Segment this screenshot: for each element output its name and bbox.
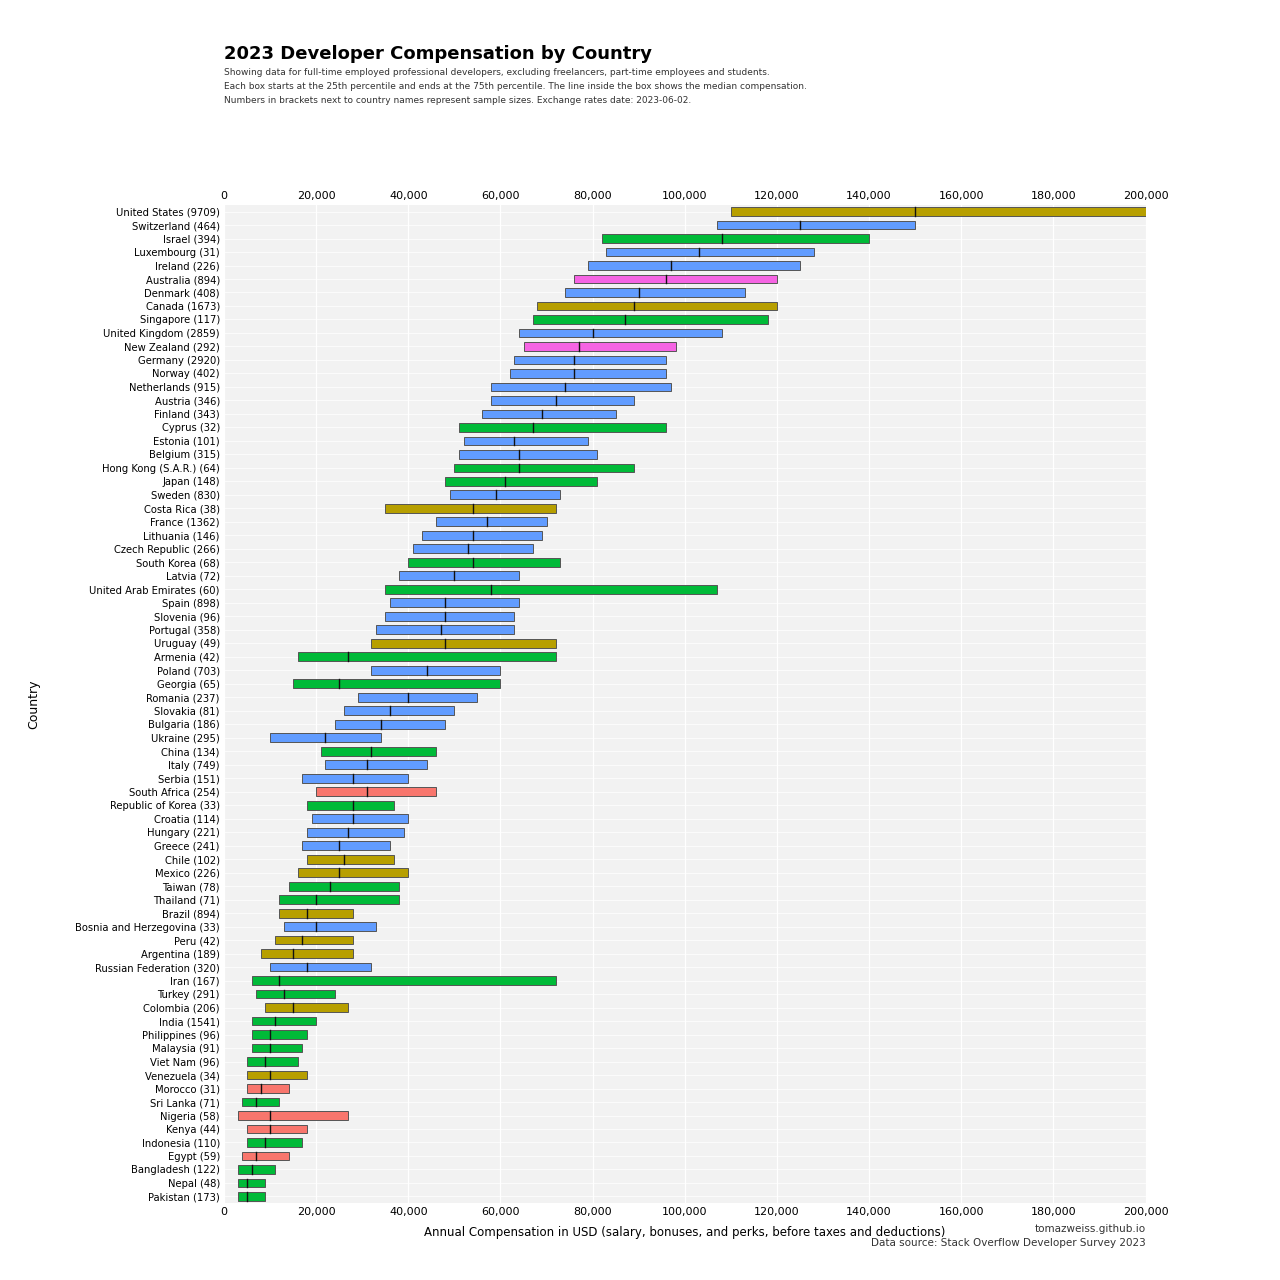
Bar [238,1192,265,1201]
Bar [261,950,353,957]
Bar [325,760,426,769]
Bar [460,451,598,458]
Bar [288,882,399,891]
Bar [279,895,399,904]
Bar [371,666,500,675]
Bar [445,477,598,486]
Bar [575,275,777,283]
Bar [256,989,334,998]
Bar [564,288,745,297]
Bar [385,585,717,594]
Bar [509,369,667,378]
Text: Each box starts at the 25th percentile and ends at the 75th percentile. The line: Each box starts at the 25th percentile a… [224,82,806,91]
Bar [265,1004,348,1012]
Bar [247,1138,302,1147]
Bar [532,315,768,324]
Bar [376,626,515,634]
Bar [371,639,556,648]
Bar [408,558,561,567]
Bar [357,692,477,701]
Bar [302,841,390,850]
Bar [390,599,518,607]
Bar [252,1016,316,1025]
Bar [298,653,556,662]
Bar [463,436,588,445]
Bar [413,544,532,553]
Bar [252,977,556,986]
Bar [483,410,616,419]
Bar [449,490,561,499]
Text: 2023 Developer Compensation by Country: 2023 Developer Compensation by Country [224,45,652,63]
Bar [538,302,777,310]
Bar [454,463,634,472]
Bar [588,261,800,270]
Bar [247,1057,298,1066]
Bar [238,1165,275,1174]
Bar [518,329,722,338]
X-axis label: Annual Compensation in USD (salary, bonuses, and perks, before taxes and deducti: Annual Compensation in USD (salary, bonu… [424,1226,946,1239]
Bar [492,396,634,404]
Bar [270,733,380,742]
Bar [238,1111,348,1120]
Y-axis label: Country: Country [27,680,41,728]
Bar [311,814,408,823]
Text: tomazweiss.github.io
Data source: Stack Overflow Developer Survey 2023: tomazweiss.github.io Data source: Stack … [870,1224,1146,1248]
Bar [399,571,518,580]
Bar [607,247,814,256]
Bar [247,1084,288,1093]
Bar [279,909,353,918]
Bar [717,220,915,229]
Bar [252,1030,307,1039]
Bar [247,1125,307,1133]
Bar [307,855,394,864]
Bar [316,787,436,796]
Bar [275,936,353,945]
Bar [238,1179,265,1188]
Bar [247,1070,307,1079]
Bar [460,422,667,431]
Bar [385,504,556,513]
Bar [385,612,515,621]
Bar [242,1098,279,1106]
Text: Numbers in brackets next to country names represent sample sizes. Exchange rates: Numbers in brackets next to country name… [224,96,691,105]
Bar [524,342,676,351]
Bar [302,774,408,782]
Bar [307,801,394,809]
Bar [298,868,408,877]
Bar [321,746,436,755]
Bar [492,383,671,392]
Bar [284,922,376,931]
Bar [515,356,667,365]
Bar [307,828,403,837]
Bar [602,234,869,243]
Bar [293,680,500,689]
Text: Showing data for full-time employed professional developers, excluding freelance: Showing data for full-time employed prof… [224,68,769,77]
Bar [344,707,454,716]
Bar [270,963,371,972]
Bar [242,1152,288,1161]
Bar [436,517,547,526]
Bar [334,719,445,728]
Bar [422,531,541,540]
Bar [731,207,1146,216]
Bar [252,1043,302,1052]
